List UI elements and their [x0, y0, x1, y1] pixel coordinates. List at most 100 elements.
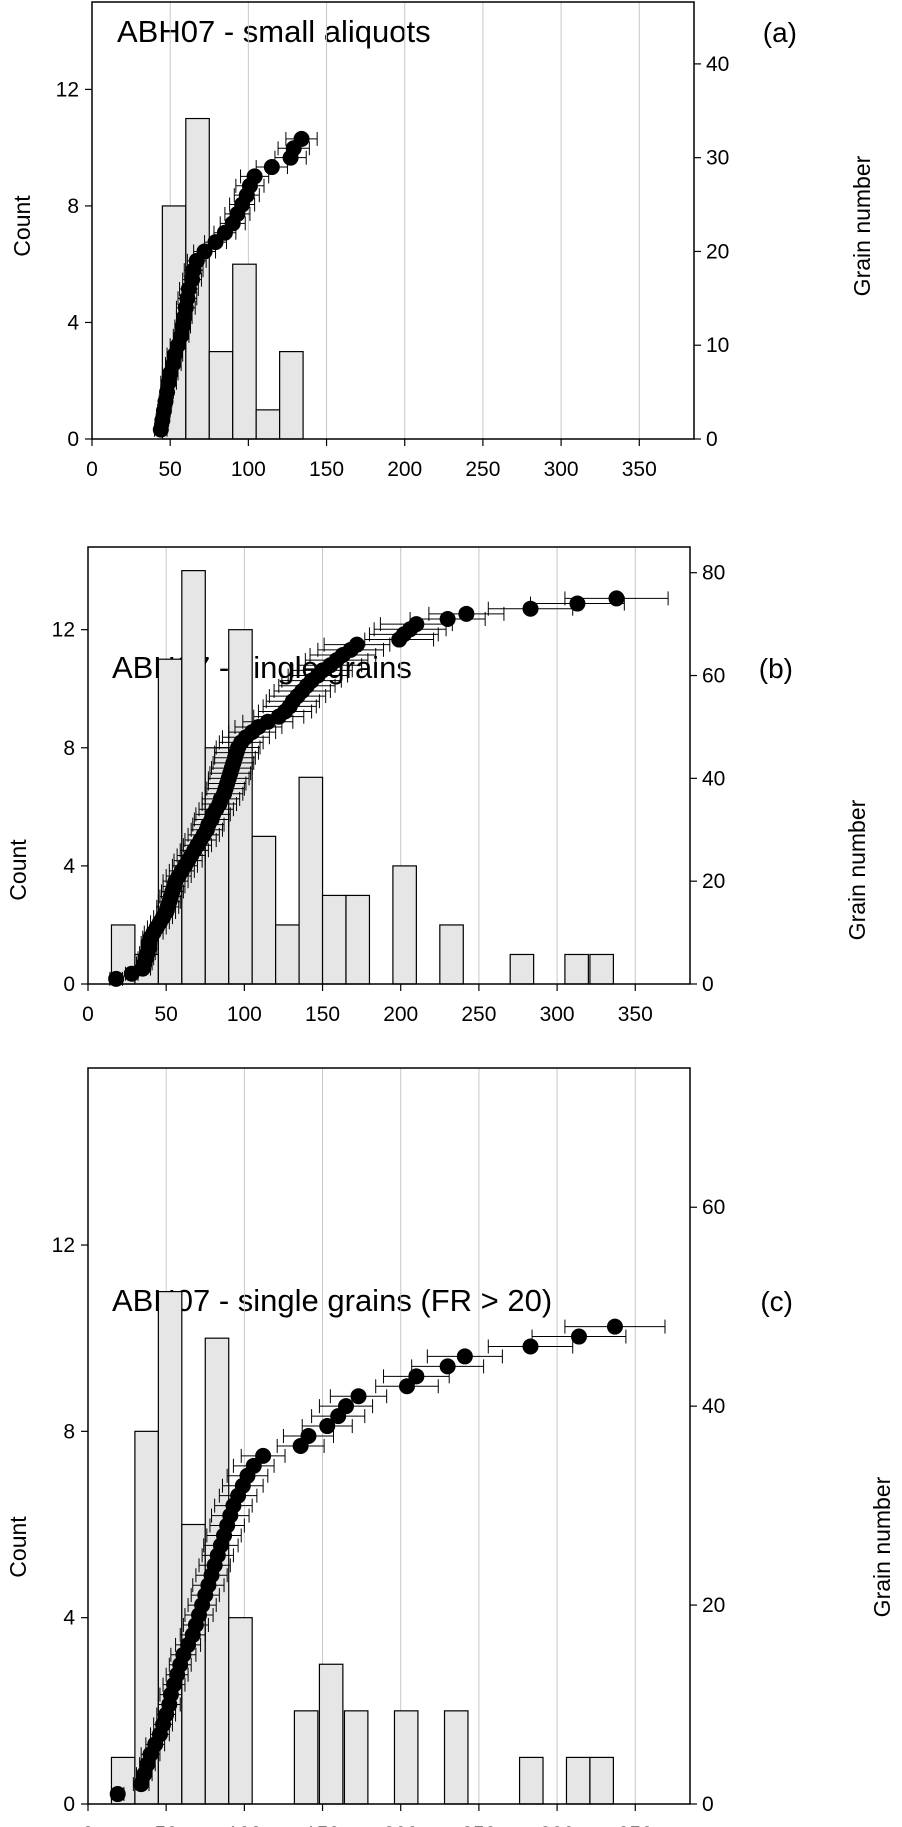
panel-c-y-tick-label: 0 [63, 1793, 75, 1816]
panel-c-y2-tick-label: 0 [702, 1793, 714, 1816]
panel-b-x-tick-label: 350 [618, 1003, 653, 1026]
panel-c-plot: 0 50 100 150 200 250 300 350 0 4 8 12 0 20 40 60 [52, 1067, 725, 1827]
panel-a-y2label: Grain number [849, 155, 875, 296]
panel-b-y-tick-label: 0 [63, 973, 75, 996]
panel-c-x-tick-label: 0 [82, 1823, 94, 1827]
panel-b-histogram-bar [509, 953, 535, 985]
panel-c-data-point [522, 1338, 539, 1355]
panel-b-x-tick-label: 200 [383, 1003, 418, 1026]
panel-a-data-point [196, 243, 213, 260]
panel-a-data-point [293, 130, 310, 147]
panel-b-histogram-bar [157, 658, 183, 985]
panel-a-x-tick-label: 350 [622, 458, 657, 481]
panel-c-data-point [338, 1398, 354, 1415]
panel-a-histogram-bar [279, 351, 304, 440]
panel-a-x-tick-label: 0 [86, 458, 98, 481]
panel-b-x-tick-label: 50 [155, 1003, 178, 1026]
panel-c-histogram-bar [318, 1663, 344, 1805]
panel-c-data-point [398, 1378, 415, 1395]
panel-c-x-tick-label: 150 [305, 1823, 340, 1827]
panel-c-data-point [408, 1368, 425, 1385]
panel-b-frame [87, 546, 691, 985]
panel-a-title: ABH07 - small aliquots [117, 14, 431, 49]
panel-c-data-point [245, 1457, 262, 1474]
panel-c-x-tick-label: 350 [618, 1823, 653, 1827]
panel-b-y2-tick-label: 0 [702, 973, 714, 996]
panel-b-histogram-bar [439, 924, 464, 985]
panel-a-x-tick-label: 100 [231, 458, 266, 481]
panel-c-y2-tick-label: 40 [702, 1395, 725, 1418]
panel-a-frame [91, 1, 695, 440]
panel-a: ABH07 - small aliquots (a) Count Grain n… [9, 14, 875, 296]
panel-c-histogram-bar [293, 1710, 319, 1805]
panel-c-data-point [350, 1388, 367, 1405]
panel-b-histogram-bar [251, 835, 277, 985]
panel-b-histogram-bar [298, 776, 324, 985]
panel-c-y-tick-label: 4 [63, 1607, 75, 1630]
panel-b-data-point [439, 610, 456, 627]
panel-c-y-tick-label: 8 [63, 1420, 75, 1443]
panel-b-histogram-bar [392, 865, 417, 985]
panel-b-x-tick-label: 100 [227, 1003, 262, 1026]
panel-b-histogram-bar [589, 953, 614, 985]
panel-a-x-tick-label: 200 [387, 458, 422, 481]
panel-a-x-tick-label: 150 [309, 458, 344, 481]
panel-c-histogram-bar [228, 1617, 253, 1805]
panel-b-data-point [569, 595, 586, 612]
panel-a-histogram-bar [208, 351, 234, 440]
panel-a-x-tick-label: 50 [159, 458, 182, 481]
panel-c-histogram-bar [393, 1710, 419, 1805]
panel-c-data-point [319, 1418, 336, 1435]
panel-b-histogram-bar [181, 570, 206, 985]
panel-b-histogram-bar [228, 629, 253, 985]
panel-b-y2-tick-label: 40 [702, 767, 725, 790]
panel-b-data-point [348, 636, 365, 653]
panel-b-data-point [608, 590, 625, 607]
panel-b-y2-tick-label: 20 [702, 870, 725, 893]
panel-c-x-tick-label: 100 [227, 1823, 262, 1827]
panel-c-data-point [456, 1348, 473, 1365]
panel-c-ylabel: Count [5, 1516, 31, 1578]
panel-a-y-tick-label: 12 [56, 78, 79, 101]
panel-b-x-tick-label: 300 [540, 1003, 575, 1026]
panel-b-data-point [458, 605, 475, 622]
panel-b-histogram-bar [345, 894, 371, 985]
panel-c-histogram-bar [443, 1710, 469, 1805]
panel-a-x-tick-label: 300 [544, 458, 579, 481]
panel-a-label: (a) [763, 17, 797, 48]
panel-c-label: (c) [760, 1286, 793, 1317]
panel-a-y2-tick-label: 0 [706, 428, 718, 451]
panel-b-y2-tick-label: 60 [702, 665, 725, 688]
panel-c-data-point [255, 1447, 272, 1464]
panel-a-y-tick-label: 0 [67, 428, 79, 451]
panel-c-data-point [300, 1428, 317, 1444]
panel-a-ylabel: Count [9, 195, 35, 257]
panel-c-x-tick-label: 200 [383, 1823, 418, 1827]
panel-c-y-tick-label: 12 [52, 1234, 75, 1257]
panel-c-y2-tick-label: 20 [702, 1594, 725, 1617]
panel-b-y2-tick-label: 80 [702, 562, 725, 585]
panel-b-y-tick-label: 4 [63, 855, 75, 878]
panel-b-histogram-bar [564, 953, 589, 985]
panel-a-histogram-bar [232, 263, 257, 440]
panel-a-y-tick-label: 4 [67, 311, 79, 334]
panel-b-histogram-bar [321, 894, 347, 985]
panel-c-histogram-bar [343, 1710, 369, 1805]
panel-c-x-tick-label: 250 [461, 1823, 496, 1827]
panel-c-histogram-bar [565, 1756, 591, 1805]
panel-c-data-point [570, 1328, 587, 1345]
panel-b-label: (b) [759, 653, 793, 684]
panel-a-data-point [263, 159, 280, 176]
panel-c-x-tick-label: 50 [155, 1823, 178, 1827]
panel-b-plot: 0 50 100 150 200 250 300 350 0 4 8 12 0 20 40 60 80 [52, 546, 725, 1026]
panel-a-y2-tick-label: 40 [706, 53, 729, 76]
panel-a-y2-tick-label: 10 [706, 334, 729, 357]
panel-a-y2-tick-label: 30 [706, 147, 729, 170]
panel-b-x-tick-label: 0 [82, 1003, 94, 1026]
panel-c-data-point [606, 1318, 623, 1335]
panel-a-histogram-bar [255, 409, 281, 440]
panel-a-plot: 0 50 100 150 200 250 300 350 0 4 8 12 0 10 20 30 40 [56, 1, 729, 481]
panel-c-x-tick-label: 300 [540, 1823, 575, 1827]
panel-a-y2-tick-label: 20 [706, 240, 729, 263]
panel-b-x-tick-label: 150 [305, 1003, 340, 1026]
